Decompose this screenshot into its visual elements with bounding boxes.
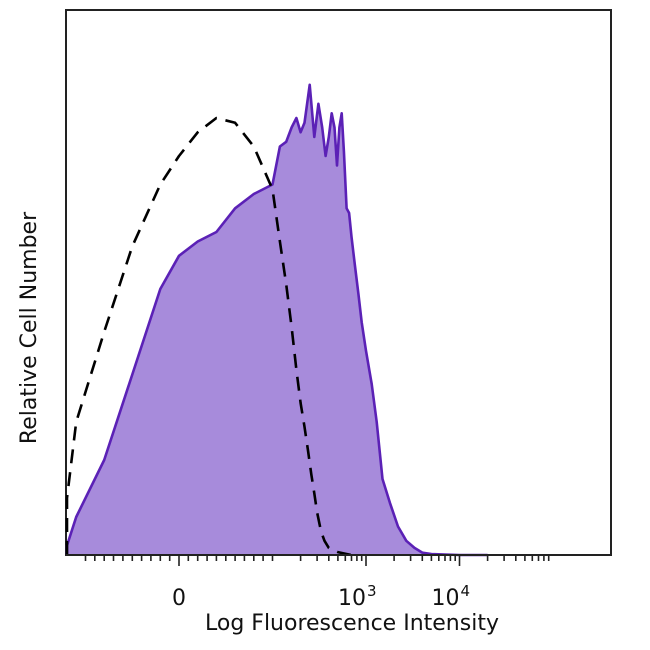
x-tick-label-base: 0 — [172, 586, 186, 611]
x-tick-label: 10 3 — [338, 582, 377, 611]
x-tick-label-base: 10 — [432, 586, 460, 611]
y-axis-title: Relative Cell Number — [17, 211, 42, 444]
x-tick-label-exponent: 4 — [461, 582, 471, 600]
x-axis-title: Log Fluorescence Intensity — [205, 611, 499, 636]
x-tick-label-base: 10 — [338, 586, 366, 611]
x-tick-label: 0 — [172, 586, 186, 611]
stained-histogram-outline — [65, 83, 488, 557]
control-histogram-dashed — [65, 116, 352, 557]
x-axis-ticks — [84, 555, 550, 566]
x-tick-label-exponent: 3 — [367, 582, 377, 600]
x-axis-tick-labels: 0 10 3 10 4 — [172, 582, 470, 611]
series-layer — [65, 83, 488, 557]
stained-histogram-fill — [67, 84, 488, 556]
x-tick-label: 10 4 — [432, 582, 471, 611]
